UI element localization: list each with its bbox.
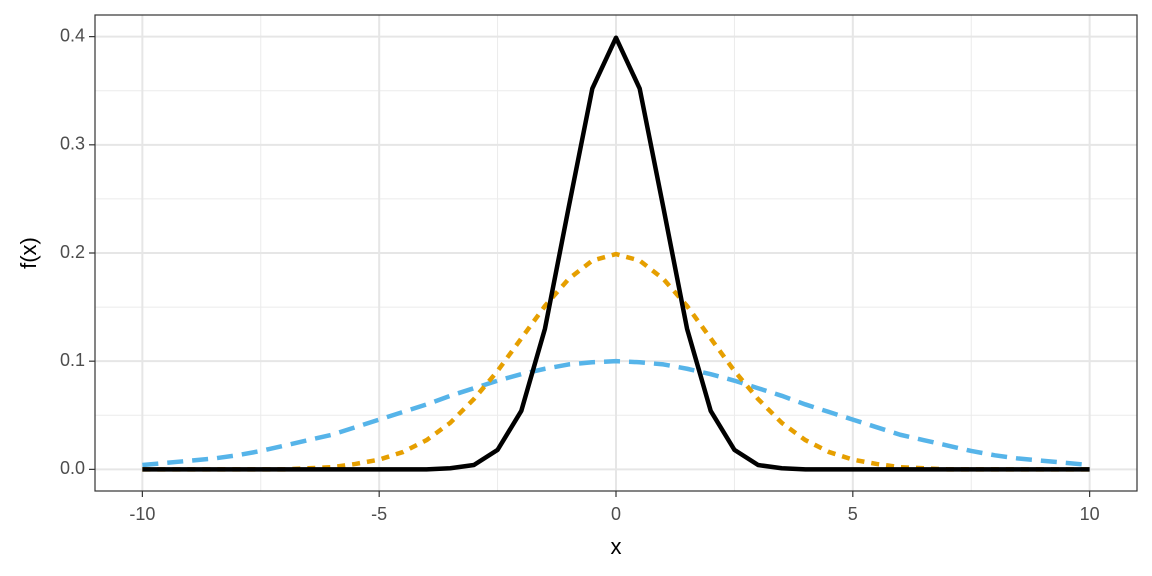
- y-tick-label: 0.2: [60, 242, 85, 262]
- y-tick-label: 0.0: [60, 458, 85, 478]
- density-line: [142, 35, 1090, 472]
- y-tick-label: 0.3: [60, 134, 85, 154]
- y-axis-title: f(x): [16, 237, 41, 269]
- y-tick-label: 0.1: [60, 350, 85, 370]
- density-line: [142, 358, 1090, 468]
- x-tick-label: -5: [371, 504, 387, 524]
- x-tick-label: 10: [1080, 504, 1100, 524]
- panel-border: [94, 14, 1138, 492]
- x-tick-label: 5: [848, 504, 858, 524]
- x-tick-label: 0: [611, 504, 621, 524]
- y-tick-label: 0.4: [60, 25, 85, 45]
- x-axis-title: x: [611, 534, 622, 559]
- x-tick-label: -10: [129, 504, 155, 524]
